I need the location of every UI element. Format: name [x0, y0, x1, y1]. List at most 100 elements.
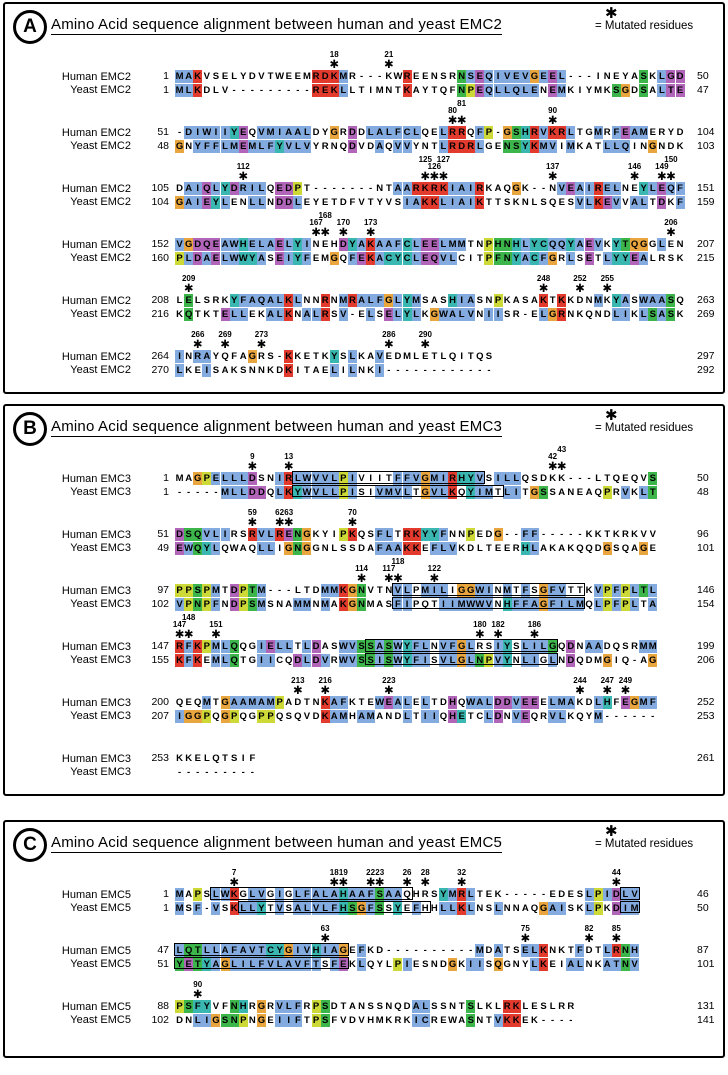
residue-cell: L — [256, 238, 266, 251]
residue-cell: Q — [285, 654, 293, 666]
residue-cell: I — [369, 473, 372, 484]
residue-cell: N — [576, 641, 584, 652]
residue-cell: L — [220, 195, 230, 209]
end-residue-number: 50 — [697, 472, 709, 484]
residue-cell: I — [220, 126, 230, 139]
asterisk-icon: ✱ — [547, 459, 558, 473]
end-residue-number: 154 — [697, 597, 715, 610]
asterisk-icon: ✱ — [374, 875, 385, 889]
asterisk-icon: ✱ — [556, 459, 567, 473]
residue-cell: K — [448, 485, 458, 499]
residue-cell: S — [376, 1001, 383, 1012]
residue-cell: D — [358, 542, 365, 554]
residue-cell: I — [484, 584, 494, 597]
residue-cell: S — [366, 653, 376, 667]
residue-cell: S — [258, 473, 265, 484]
residue-cell: L — [266, 541, 276, 555]
asterisk-icon: ✱ — [657, 169, 667, 183]
residue-cell: E — [303, 351, 311, 362]
residue-cell: L — [639, 307, 649, 321]
residue-cell: N — [185, 140, 193, 152]
residue-cell: G — [239, 889, 247, 900]
residue-cell: G — [648, 653, 658, 667]
asterisk-icon: ✱ — [420, 875, 431, 889]
residue-cell: K — [539, 294, 549, 307]
residue-cell: A — [393, 888, 403, 901]
residue-cell: Y — [402, 294, 412, 307]
residue-cell: E — [211, 472, 221, 485]
residue-cell: P — [293, 182, 303, 195]
residue-cell: G — [585, 127, 593, 138]
residue-cell: - — [177, 127, 182, 138]
residue-cell: Y — [202, 1000, 212, 1013]
residue-cell: G — [620, 83, 630, 97]
residue-cell: P — [338, 472, 348, 485]
residue-cell: I — [332, 529, 336, 540]
residue-cell: A — [229, 696, 239, 709]
residue-cell: Q — [621, 542, 630, 554]
mutation-mark: 290 ✱ — [419, 330, 432, 350]
residue-cell: E — [321, 239, 329, 250]
residue-cell: - — [587, 71, 591, 82]
residue-cell: L — [329, 363, 339, 377]
residue-cell: D — [311, 653, 321, 667]
residue-cell: A — [357, 238, 367, 251]
asterisk-icon: ✱ — [456, 875, 467, 889]
residue-cell: A — [566, 957, 576, 971]
residue-cell: F — [184, 653, 194, 667]
residue-cell: A — [466, 294, 476, 307]
residue-cell: K — [284, 363, 294, 377]
panel-B: B Amino Acid sequence alignment between h… — [3, 404, 725, 796]
mutated-residue-number: 90 — [548, 106, 558, 115]
asterisk-icon: ✱ — [438, 169, 449, 183]
mutation-mark: 151 ✱ — [209, 620, 222, 640]
residue-cell: Y — [402, 640, 412, 653]
residue-cell: M — [220, 485, 230, 499]
residue-cell: T — [267, 71, 274, 82]
asterisk-icon: ✱ — [402, 875, 412, 889]
residue-cell: T — [222, 753, 228, 764]
residue-cell: M — [420, 584, 430, 597]
residue-cell: F — [675, 182, 685, 195]
residue-cell: K — [603, 295, 611, 306]
residue-cell: E — [321, 196, 329, 208]
residue-cell: M — [202, 696, 212, 709]
residue-cell: S — [267, 598, 274, 610]
residue-cell: L — [529, 541, 539, 555]
residue-cell: E — [494, 542, 502, 554]
residue-cell: A — [239, 351, 247, 362]
residue-cell: Q — [530, 902, 539, 914]
residue-cell: I — [411, 1013, 421, 1027]
residue-cell: Q — [212, 753, 220, 764]
residue-cell: R — [430, 1014, 438, 1026]
residue-cell: S — [203, 889, 211, 900]
residue-cell: S — [240, 364, 247, 376]
row-label: Yeast EMC3 — [70, 598, 131, 610]
residue-cell: Q — [585, 542, 593, 554]
mutated-residue-number: 182 — [491, 620, 505, 629]
residue-cell: E — [202, 195, 212, 209]
residue-cell: G — [302, 541, 312, 555]
residue-cell: Q — [457, 486, 466, 498]
mutated-residue-number: 266 — [191, 330, 205, 339]
residue-cell: F — [229, 944, 239, 957]
residue-cell: - — [614, 710, 618, 722]
end-residue-number: 103 — [697, 139, 715, 152]
end-residue-number: 292 — [697, 363, 715, 376]
sequence-row: Yeast EMC2 216 K Q T K T E L L E K A L K N A L R S V - E L S E L Y L… — [11, 307, 717, 322]
residue-cell: W — [302, 485, 312, 499]
residue-cell: I — [193, 195, 203, 209]
mutation-marks — [175, 730, 687, 752]
residue-cell: Y — [293, 251, 303, 265]
residue-cell: - — [496, 127, 500, 138]
start-residue-number: 200 — [151, 696, 169, 708]
residue-cell: L — [229, 472, 239, 485]
residue-cell: L — [420, 1000, 430, 1013]
mutated-residue-number: 223 — [382, 676, 396, 685]
residue-cell: E — [184, 294, 194, 307]
mutation-marks-row: 80 ✱ 81 ✱ 90 ✱ — [11, 99, 717, 126]
residue-cell: - — [569, 529, 573, 540]
asterisk-icon: ✱ — [320, 683, 330, 697]
mutated-residue-number: 32 — [457, 868, 467, 877]
residue-cell: N — [357, 597, 367, 611]
